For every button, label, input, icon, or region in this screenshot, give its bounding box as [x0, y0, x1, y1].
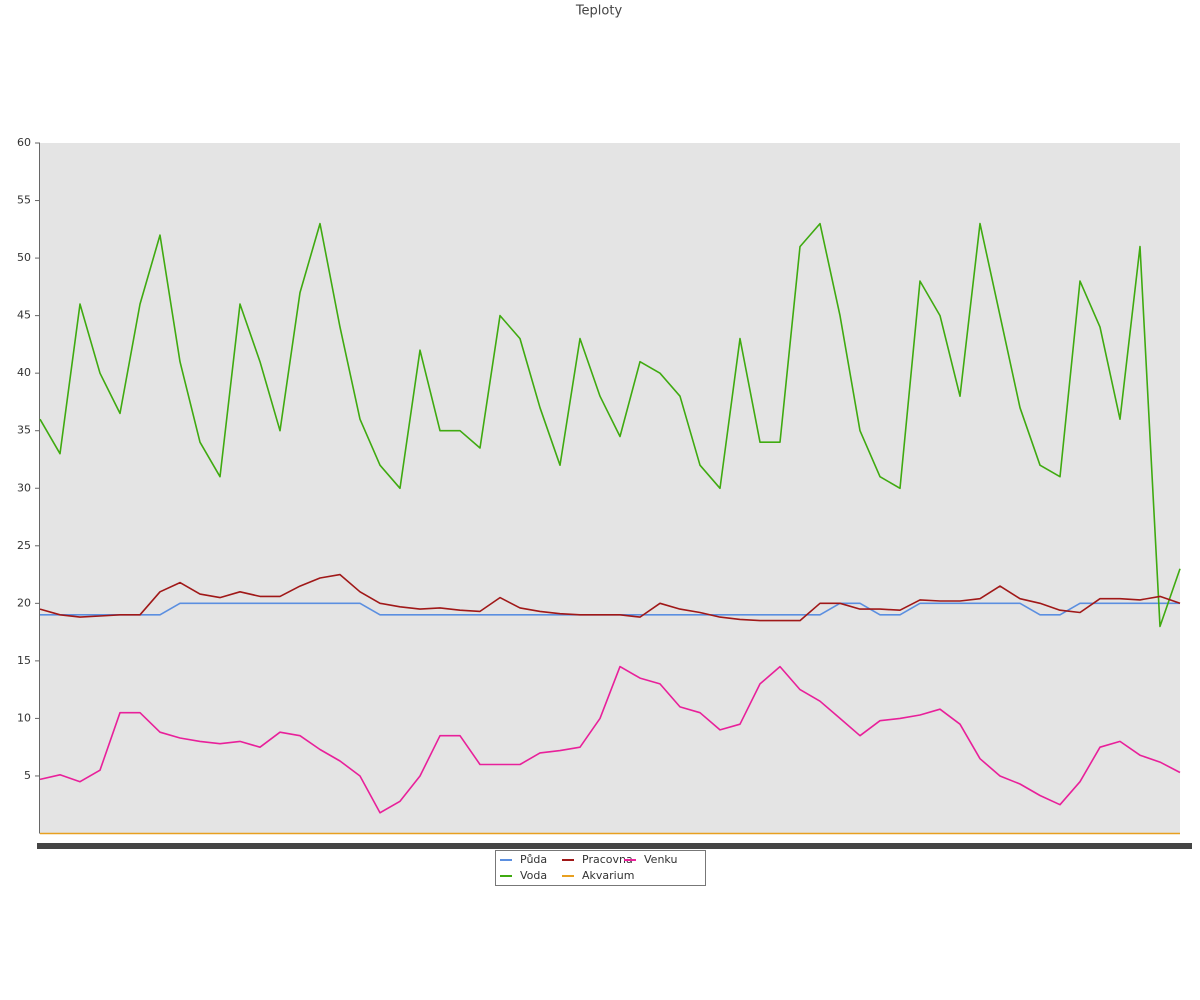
y-tick-label: 35: [17, 424, 31, 437]
y-tick-label: 55: [17, 194, 31, 207]
y-tick-label: 40: [17, 366, 31, 379]
y-tick-label: 5: [24, 769, 31, 782]
y-tick-label: 25: [17, 539, 31, 552]
legend-label: Půda: [520, 853, 547, 866]
y-tick-label: 15: [17, 654, 31, 667]
y-tick-label: 10: [17, 711, 31, 724]
y-tick-label: 60: [17, 136, 31, 149]
series-line: [39, 573, 1181, 622]
legend-label: Voda: [520, 869, 547, 882]
y-tick-label: 30: [17, 481, 31, 494]
chart-title: Teploty: [575, 4, 623, 19]
legend-label: Pracovna: [582, 853, 633, 866]
legend-label: Akvarium: [582, 869, 634, 882]
legend-label: Venku: [644, 853, 677, 866]
y-tick-label: 50: [17, 251, 31, 264]
y-tick-label: 20: [17, 596, 31, 609]
legend: [495, 850, 706, 886]
plot-area: [40, 143, 1180, 834]
y-tick-label: 45: [17, 309, 31, 322]
x-axis-ticks: [37, 843, 1192, 849]
series-line: [39, 665, 1181, 814]
series-line: [39, 222, 1181, 628]
